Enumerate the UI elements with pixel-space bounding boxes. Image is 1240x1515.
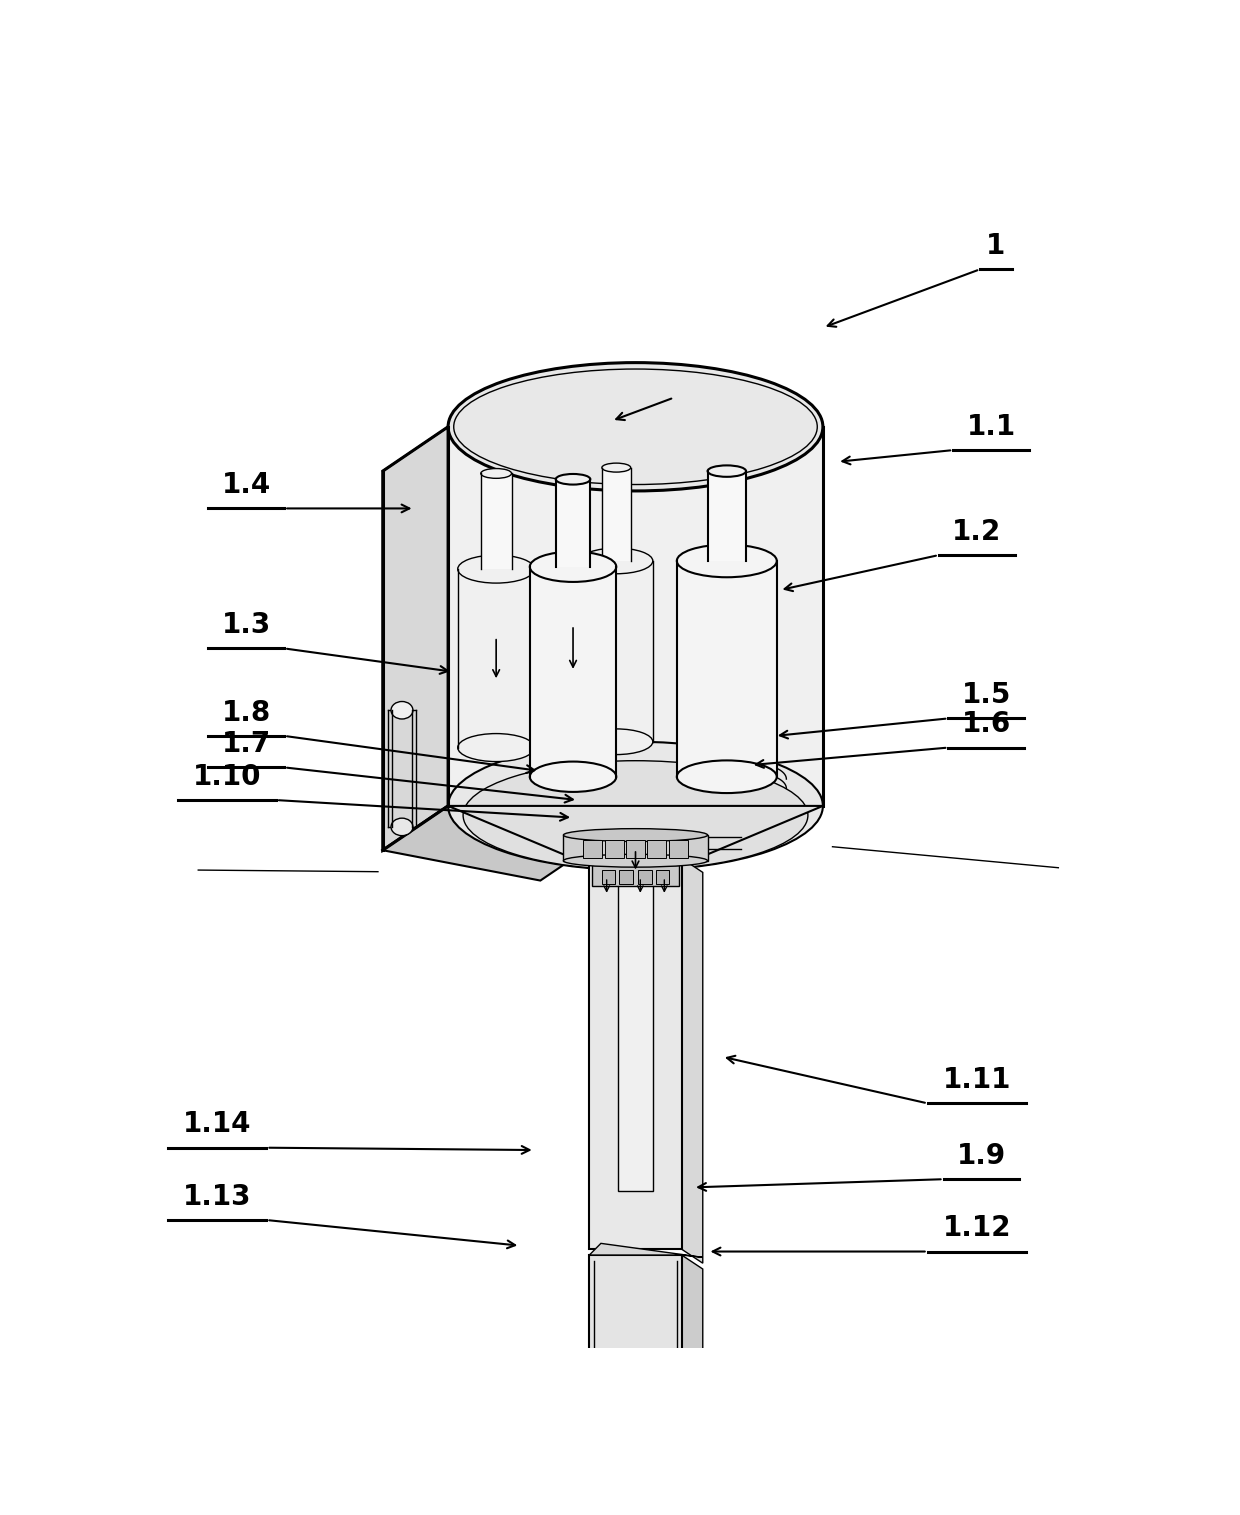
Ellipse shape xyxy=(391,701,413,720)
Text: 1.12: 1.12 xyxy=(942,1214,1011,1242)
Polygon shape xyxy=(639,870,652,885)
Ellipse shape xyxy=(448,362,823,491)
Polygon shape xyxy=(677,561,776,777)
Polygon shape xyxy=(619,870,632,885)
Ellipse shape xyxy=(556,474,590,485)
Polygon shape xyxy=(601,468,631,561)
Ellipse shape xyxy=(677,761,776,792)
Ellipse shape xyxy=(601,464,631,473)
Polygon shape xyxy=(448,806,823,859)
Polygon shape xyxy=(563,835,708,861)
Text: 1.10: 1.10 xyxy=(193,762,262,791)
Polygon shape xyxy=(601,870,615,885)
Polygon shape xyxy=(481,473,512,570)
Text: 1.6: 1.6 xyxy=(962,711,1011,738)
Ellipse shape xyxy=(708,465,746,477)
Text: 1.9: 1.9 xyxy=(957,1142,1006,1170)
Polygon shape xyxy=(708,471,746,561)
Text: 1.5: 1.5 xyxy=(961,682,1011,709)
Ellipse shape xyxy=(563,829,708,841)
Ellipse shape xyxy=(448,742,823,870)
Ellipse shape xyxy=(580,548,652,574)
Text: 1.14: 1.14 xyxy=(184,1110,252,1138)
Polygon shape xyxy=(458,570,534,747)
Ellipse shape xyxy=(677,544,776,577)
Text: 1.8: 1.8 xyxy=(222,698,270,727)
Polygon shape xyxy=(583,839,601,859)
Text: 1.3: 1.3 xyxy=(222,611,270,639)
Ellipse shape xyxy=(563,854,708,867)
Polygon shape xyxy=(589,1254,682,1436)
Polygon shape xyxy=(589,1244,703,1257)
Text: 1.1: 1.1 xyxy=(966,412,1016,441)
Ellipse shape xyxy=(458,733,534,762)
Polygon shape xyxy=(383,427,448,850)
Polygon shape xyxy=(383,806,573,880)
Ellipse shape xyxy=(529,762,616,792)
Ellipse shape xyxy=(481,468,512,479)
Polygon shape xyxy=(593,865,678,886)
Ellipse shape xyxy=(458,554,534,583)
Polygon shape xyxy=(589,859,682,1250)
Polygon shape xyxy=(682,859,703,1264)
Polygon shape xyxy=(626,839,645,859)
Polygon shape xyxy=(605,839,624,859)
Polygon shape xyxy=(670,839,688,859)
Ellipse shape xyxy=(391,818,413,836)
Polygon shape xyxy=(619,870,652,1191)
Polygon shape xyxy=(556,479,590,567)
Text: 1.7: 1.7 xyxy=(222,730,270,758)
Polygon shape xyxy=(580,561,652,742)
Text: 1.2: 1.2 xyxy=(952,518,1001,545)
Polygon shape xyxy=(656,870,670,885)
Ellipse shape xyxy=(529,551,616,582)
Text: 1.11: 1.11 xyxy=(942,1067,1011,1094)
Text: 1.4: 1.4 xyxy=(222,471,270,498)
Polygon shape xyxy=(529,567,616,777)
Ellipse shape xyxy=(580,729,652,754)
Polygon shape xyxy=(448,427,823,806)
Ellipse shape xyxy=(463,761,808,870)
Text: 1.13: 1.13 xyxy=(184,1183,252,1210)
Polygon shape xyxy=(647,839,666,859)
Polygon shape xyxy=(682,1254,703,1450)
Text: 1: 1 xyxy=(986,232,1006,261)
